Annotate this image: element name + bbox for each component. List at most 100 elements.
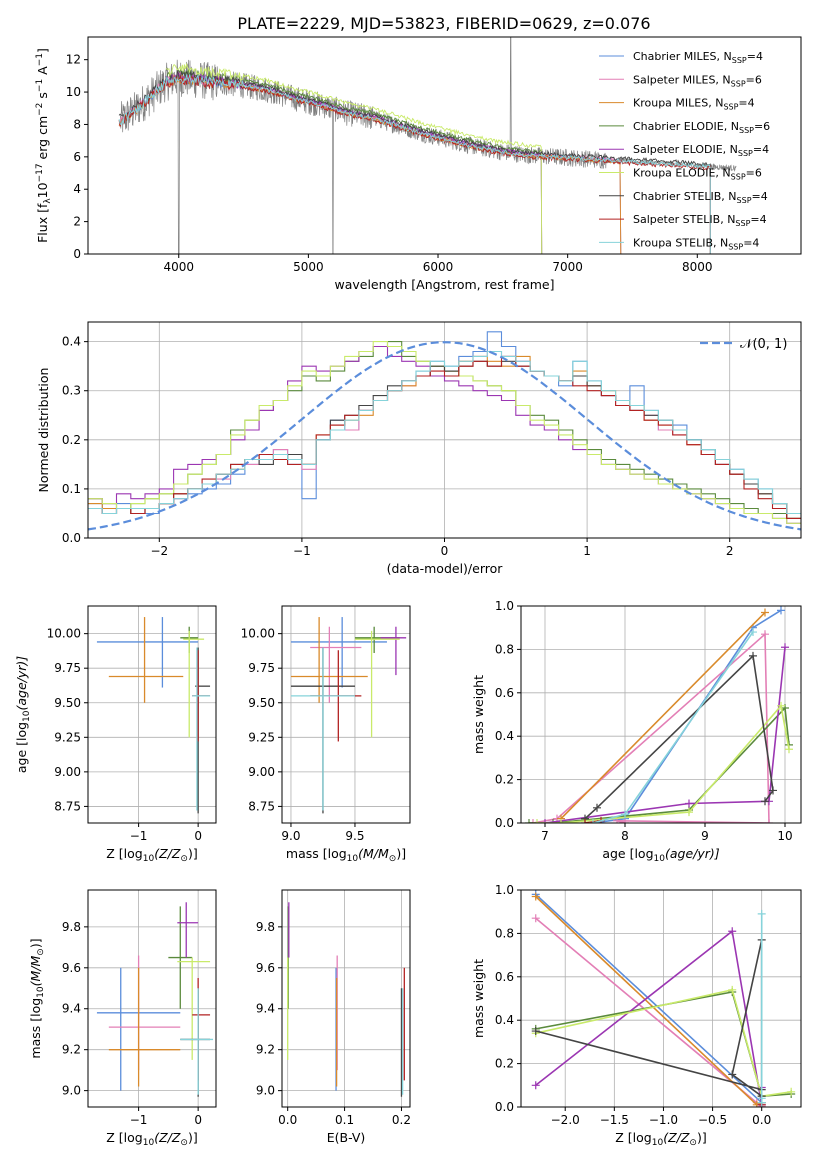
y-tick-label: 9.00 (54, 765, 81, 779)
x-tick-label: 0.0 (278, 1113, 297, 1127)
y-tick-label: 9.0 (62, 1084, 81, 1098)
y-tick-label: 8 (73, 117, 81, 131)
y-tick-label: 9.25 (248, 730, 275, 744)
y-tick-label: 9.4 (256, 1002, 275, 1016)
errorbar-points (97, 902, 213, 1096)
x-tick-label: −2.0 (551, 1113, 580, 1127)
legend-entry: Salpeter STELIB, NSSP=4 (633, 213, 767, 228)
legend-entry: Kroupa STELIB, NSSP=4 (633, 236, 759, 251)
x-tick-label: 4000 (163, 260, 194, 274)
figure-title: PLATE=2229, MJD=53823, FIBERID=0629, z=0… (237, 14, 650, 33)
y-tick-label: 0.3 (62, 384, 81, 398)
y-tick-label: 0.2 (495, 1057, 514, 1071)
model-line-chabrier-elodie (166, 69, 542, 254)
x-axis-label: E(B-V) (327, 1130, 366, 1145)
y-tick-label: 0.0 (495, 816, 514, 830)
y-axis-label: mass [log10(M/M⊙)] (28, 938, 46, 1058)
y-tick-label: 9.2 (256, 1043, 275, 1057)
x-tick-label: −1 (130, 1113, 148, 1127)
y-tick-label: 0.4 (62, 335, 81, 349)
panel-age_vs_Z: −1 0 8.75 9.00 9.25 9.50 9.75 10.00 Z [log10(Z/Z… (14, 606, 216, 864)
y-tick-label: 10.00 (47, 627, 81, 641)
weight-line-chabrier-stelib (536, 940, 762, 1096)
y-tick-label: 9.25 (54, 730, 81, 744)
y-axis-label: Normed distribution (36, 368, 51, 493)
y-tick-label: 0.1 (62, 482, 81, 496)
x-tick-label: −1.5 (600, 1113, 629, 1127)
x-tick-label: 0 (194, 829, 202, 843)
panel-mass_vs_Z: −1 09.09.29.49.69.8Z [log10(Z/Z⊙)]mass [l… (28, 890, 216, 1148)
x-tick-label: −1.0 (649, 1113, 678, 1127)
panel-age_vs_mass: 9.0 9.5 8.75 9.00 9.25 9.50 9.75 10.00 mass [log… (241, 606, 410, 864)
y-tick-label: 9.50 (54, 696, 81, 710)
errorbar-points (291, 617, 406, 813)
legend-entry: Chabrier ELODIE, NSSP=6 (633, 120, 770, 135)
y-tick-label: 9.0 (256, 1084, 275, 1098)
weight-line-salpeter-miles (536, 918, 762, 1107)
x-axis-label: (data-model)/error (387, 561, 504, 576)
legend-entry: Salpeter MILES, NSSP=6 (633, 73, 762, 88)
y-tick-label: 9.75 (54, 661, 81, 675)
legend-entry: Chabrier STELIB, NSSP=4 (633, 190, 768, 205)
y-tick-label: 6 (73, 150, 81, 164)
x-tick-label: −2 (150, 544, 168, 558)
y-tick-label: 8.75 (54, 799, 81, 813)
x-tick-label: 2 (726, 544, 734, 558)
y-tick-label: 0.4 (495, 1013, 514, 1027)
x-tick-label: 6000 (423, 260, 454, 274)
y-tick-label: 0.6 (495, 686, 514, 700)
x-tick-label: 8 (621, 829, 629, 843)
weight-marker-chabrier-miles (777, 606, 785, 614)
y-tick-label: 9.75 (248, 661, 275, 675)
x-tick-label: 0.2 (392, 1113, 411, 1127)
model-line-chabrier-miles (119, 74, 621, 254)
x-tick-label: 9 (701, 829, 709, 843)
errorbar-points (97, 617, 210, 813)
x-axis-label: mass [log10(M/M⊙)] (286, 846, 406, 864)
y-tick-label: 0.0 (62, 531, 81, 545)
legend-entry: Kroupa MILES, NSSP=4 (633, 97, 755, 112)
weight-line-chabrier-miles (536, 894, 762, 1107)
x-tick-label: 9.5 (345, 829, 364, 843)
x-axis-label: Z [log10(Z/Z⊙)] (106, 846, 197, 864)
x-axis-label: Z [log10(Z/Z⊙)] (615, 1130, 706, 1148)
y-tick-label: 1.0 (495, 883, 514, 897)
model-line-kroupa-stelib (119, 74, 710, 254)
y-tick-label: 10 (66, 85, 81, 99)
figure-canvas: PLATE=2229, MJD=53823, FIBERID=0629, z=0… (0, 0, 819, 1170)
y-axis-label: mass weight (471, 675, 486, 754)
x-axis-label: age [log10(age/yr)] (602, 846, 719, 864)
y-tick-label: 12 (66, 53, 81, 67)
y-tick-label: 9.8 (256, 920, 275, 934)
model-spectra (119, 64, 710, 254)
y-tick-label: 0.8 (495, 926, 514, 940)
errorbar-points (288, 902, 405, 1096)
weight-marker-kroupa-elodie (785, 745, 793, 753)
x-tick-label: 10 (777, 829, 792, 843)
x-tick-label: −1 (293, 544, 311, 558)
y-tick-label: 9.00 (248, 765, 275, 779)
axes-frame (282, 890, 410, 1107)
y-tick-label: 4 (73, 182, 81, 196)
y-tick-label: 0.2 (62, 433, 81, 447)
legend-entry: Kroupa ELODIE, NSSP=6 (633, 167, 762, 182)
x-tick-label: 9.0 (281, 829, 300, 843)
x-tick-label: 7 (541, 829, 549, 843)
panel-residuals: −2 −1 0 1 2 0.0 0.1 0.2 0.3 0.4 (data-model)/error… (36, 322, 801, 576)
legend-entry: Chabrier MILES, NSSP=4 (633, 50, 763, 65)
panel-weight_vs_Z: −2.0 −1.5 −1.0 −0.5 0.00.00.20.40.60.81.0Z [… (471, 883, 801, 1148)
y-tick-label: 8.75 (248, 799, 275, 813)
x-axis-label: wavelength [Angstrom, rest frame] (334, 277, 554, 292)
x-tick-label: 0.0 (752, 1113, 771, 1127)
gridlines (282, 890, 410, 1107)
x-tick-label: 0 (441, 544, 449, 558)
x-tick-label: 8000 (682, 260, 713, 274)
x-tick-label: −1 (130, 829, 148, 843)
y-tick-label: 9.2 (62, 1043, 81, 1057)
model-line-salpeter-miles (119, 72, 621, 254)
y-tick-label: 0.6 (495, 970, 514, 984)
x-axis-label: Z [log10(Z/Z⊙)] (106, 1130, 197, 1148)
panel-mass_vs_EBV: 0.0 0.1 0.2 9.0 9.2 9.4 9.6 9.8 E(B-V) (256, 890, 411, 1145)
weight-marker-kroupa-stelib (758, 910, 766, 918)
y-tick-label: 9.4 (62, 1002, 81, 1016)
